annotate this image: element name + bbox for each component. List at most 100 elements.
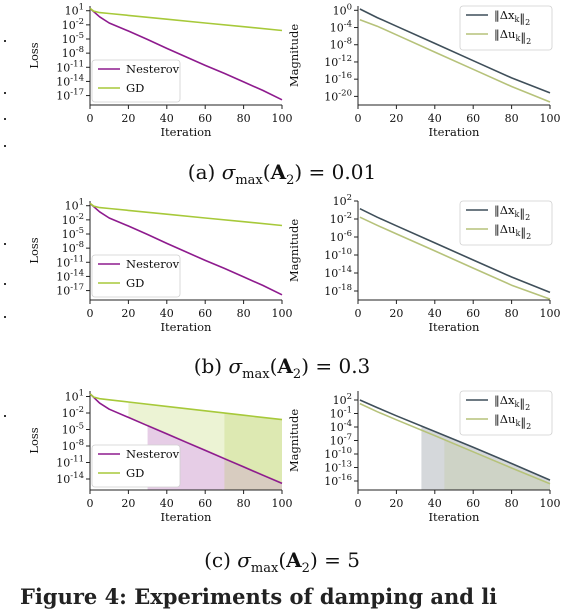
legend-label: ‖Δxk‖2: [494, 393, 530, 412]
x-axis-title: Iteration: [429, 125, 481, 139]
legend-label: Nesterov: [126, 257, 180, 271]
legend-label: ‖Δxk‖2: [494, 203, 530, 222]
legend-label: ‖Δuk‖2: [494, 27, 531, 46]
y-tick-label: 10-2: [62, 17, 84, 32]
series-line: [359, 216, 551, 300]
legend-label: ‖Δuk‖2: [494, 222, 531, 241]
y-tick-label: 10-12: [324, 54, 352, 69]
figure-caption-footer: Figure 4: Experiments of damping and li: [20, 584, 498, 609]
x-axis-title: Iteration: [161, 510, 213, 524]
series-line: [89, 202, 283, 296]
loss-chart-svg: 0 20 40 60 80 100 10110-210-510-810-1110-1410-…: [27, 198, 293, 334]
legend-label: GD: [126, 276, 144, 290]
x-tick-label: 0: [87, 112, 94, 125]
x-tick-label: 20: [121, 307, 135, 320]
y-tick-label: 10-14: [56, 471, 84, 486]
y-tick-label: 10-4: [330, 20, 352, 35]
caption-a: (a) σmax(A2) = 0.01: [187, 160, 377, 188]
y-tick-label: 10-5: [62, 422, 84, 437]
y-tick-label: 10-11: [56, 455, 84, 470]
x-tick-label: 40: [160, 112, 174, 125]
y-tick-label: 10-10: [324, 446, 352, 461]
legend-label: Nesterov: [126, 447, 180, 461]
x-tick-label: 40: [160, 307, 174, 320]
caption-b: (b) σmax(A2) = 0.3: [193, 354, 371, 382]
y-tick-label: 10-11: [56, 254, 84, 269]
x-tick-label: 20: [389, 497, 403, 510]
y-tick-label: 10-8: [62, 240, 84, 255]
chart-c-magnitude: 0 20 40 60 80 100 102 10-1 10-4 10-7 10-10 10-13 10-…: [287, 385, 564, 535]
chart-b-loss: 0 20 40 60 80 100 101 10-2 10-5 10-8 10-11 10-14 10-…: [0, 195, 293, 345]
x-tick-label: 60: [198, 497, 212, 510]
legend-box: [459, 5, 553, 51]
y-tick-label: 101: [65, 198, 84, 213]
y-tick-label: 10-16: [324, 71, 352, 86]
legend-label: GD: [126, 81, 144, 95]
edge-mark: [4, 118, 6, 120]
legend-box: [91, 59, 181, 103]
x-tick-label: 20: [389, 307, 403, 320]
x-tick-label: 40: [428, 307, 442, 320]
y-tick-label: 10-17: [56, 283, 84, 298]
caption-c: (c) σmax(A2) = 5: [204, 548, 360, 576]
edge-mark: [4, 316, 6, 318]
confidence-band: [444, 440, 550, 490]
x-axis-title: Iteration: [429, 510, 481, 524]
chart-b-magnitude: 0 20 40 60 80 100 102 10-2 10-6 10-10 10-14 10-18 It…: [287, 193, 564, 345]
x-tick-label: 100: [540, 307, 561, 320]
y-tick-label: 10-5: [62, 31, 84, 46]
loss-chart-svg: 0 20 40 60 80 100 10110-210-510-810-1110-1410-…: [27, 3, 293, 139]
y-tick-label: 100: [333, 2, 352, 17]
y-axis-title: Loss: [27, 42, 41, 68]
y-tick-label: 10-8: [330, 37, 352, 52]
y-tick-label: 102: [333, 193, 352, 208]
x-axis-title: Iteration: [429, 320, 481, 334]
series-line: [359, 399, 551, 481]
y-tick-label: 10-5: [62, 226, 84, 241]
x-tick-label: 60: [198, 307, 212, 320]
series-line: [89, 393, 283, 421]
y-axis-title: Loss: [27, 427, 41, 453]
legend-label: ‖Δxk‖2: [494, 8, 530, 27]
x-tick-label: 80: [505, 307, 519, 320]
y-tick-label: 101: [65, 3, 84, 18]
chart-a-loss: 0 20 40 60 80 100 101 10-2 10-5 10-8 10-11 10-14 10-…: [0, 0, 293, 150]
x-axis-title: Iteration: [161, 125, 213, 139]
y-tick-label: 10-17: [56, 88, 84, 103]
confidence-band: [224, 413, 282, 490]
edge-mark: [4, 283, 6, 285]
x-tick-label: 40: [160, 497, 174, 510]
y-tick-label: 102: [333, 392, 352, 407]
x-tick-label: 60: [466, 112, 480, 125]
x-tick-label: 0: [355, 497, 362, 510]
y-tick-label: 10-20: [324, 88, 352, 103]
x-tick-label: 100: [272, 112, 293, 125]
x-tick-label: 60: [466, 497, 480, 510]
x-tick-label: 100: [272, 307, 293, 320]
series-line: [359, 207, 551, 294]
y-tick-label: 10-14: [324, 265, 352, 280]
y-axis-title: Magnitude: [287, 24, 301, 87]
x-tick-label: 0: [87, 497, 94, 510]
x-tick-label: 40: [428, 497, 442, 510]
series-line: [89, 7, 283, 32]
x-tick-label: 0: [355, 112, 362, 125]
legend-box: [459, 390, 553, 436]
y-tick-label: 10-18: [324, 283, 352, 298]
series-line: [359, 402, 551, 485]
x-tick-label: 0: [355, 307, 362, 320]
legend-box: [91, 444, 181, 488]
y-tick-label: 10-10: [324, 247, 352, 262]
edge-mark: [4, 243, 6, 245]
x-tick-label: 80: [237, 497, 251, 510]
edge-mark: [4, 92, 6, 94]
y-tick-label: 10-14: [56, 268, 84, 283]
chart-c-loss: 0 20 40 60 80 100 101 10-2 10-5 10-8 10-11 10-14 Ite…: [0, 385, 293, 535]
chart-a-magnitude: 0 20 40 60 80 100 100 10-4 10-8 10-12 10-16 10-20 It…: [287, 0, 564, 150]
x-tick-label: 100: [272, 497, 293, 510]
y-tick-label: 10-8: [62, 438, 84, 453]
y-tick-label: 10-6: [330, 229, 352, 244]
y-tick-label: 10-11: [56, 59, 84, 74]
legend-label: Nesterov: [126, 62, 180, 76]
edge-mark: [4, 40, 6, 42]
